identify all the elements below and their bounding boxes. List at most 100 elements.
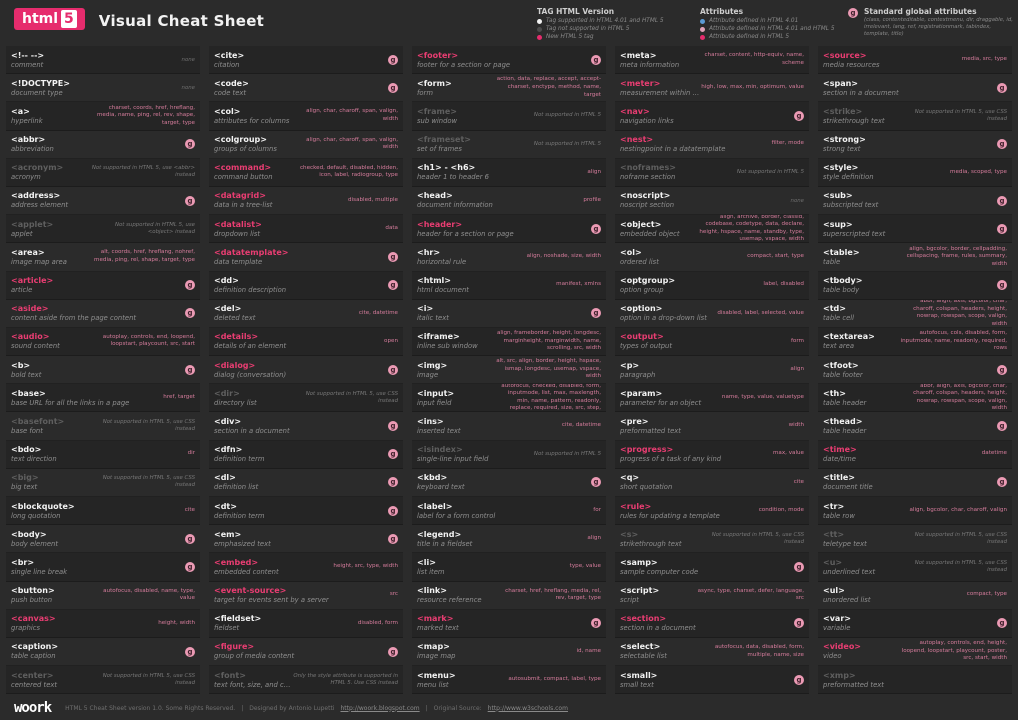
tag-name: <button> — [11, 586, 55, 596]
tag-entry: <section> section in a document g — [615, 609, 809, 638]
tag-name: <!-- --> — [11, 50, 45, 60]
tag-attributes: type, value — [569, 563, 601, 570]
tag-details: autoplay, controls, end, height, loopend… — [900, 640, 1007, 663]
legend-dot-icon — [700, 34, 705, 40]
tag-entry: <select> selectable list autofocus, data… — [615, 638, 809, 667]
tag-attributes: autosubmit, compact, label, type — [508, 675, 601, 682]
tag-name: <em> — [214, 529, 242, 539]
tag-attributes: autofocus, disabled, name, type, value — [103, 587, 195, 602]
tag-details: checked, default, disabled, hidden, icon… — [291, 165, 398, 180]
tag-details: align, char, charoff, span, valign, widt… — [291, 137, 398, 152]
tag-entry: <del> deleted text cite, datetime — [209, 300, 403, 328]
tag-entry: <strong> strong text g — [818, 131, 1012, 159]
tag-attributes: align, bgcolor, border, cellpadding, cel… — [906, 245, 1007, 267]
tag-details: media, src, type — [962, 56, 1007, 64]
tag-attributes: profile — [583, 196, 601, 203]
tag-details: height, src, type, width — [333, 563, 398, 571]
tag-description: navigation links — [620, 116, 674, 125]
tag-attributes: autoplay, controls, end, loopend, loopst… — [102, 333, 195, 348]
tag-details: align, bgcolor, char, charoff, valign — [909, 507, 1007, 515]
tag-entry: <applet> applet Not supported in HTML 5,… — [6, 215, 200, 244]
footer-divider: | — [241, 704, 244, 712]
footer-designer-link[interactable]: http://woork.blogspot.com — [340, 704, 420, 712]
tag-note: Not supported in HTML 5 — [533, 112, 601, 119]
footer-source-link[interactable]: http://www.w3schools.com — [487, 704, 568, 712]
tag-name: <br> — [11, 557, 35, 567]
tag-details: autofocus, cols, disabled, form, inputmo… — [900, 330, 1007, 353]
tag-entry: <code> code text g — [209, 74, 403, 103]
legend-item: New HTML 5 tag — [537, 34, 664, 40]
tag-name: <dl> — [214, 473, 236, 483]
tag-note: Not supported in HTML 5, use <abbr> inst… — [91, 165, 195, 179]
global-attributes-badge-icon: g — [388, 505, 398, 516]
tag-description: teletype text — [823, 539, 867, 548]
global-attributes-badge-icon: g — [997, 280, 1007, 291]
tag-entry: <body> body element g — [6, 525, 200, 554]
global-attributes-badge-icon: g — [794, 674, 804, 685]
tag-attributes: media, src, type — [961, 55, 1007, 62]
tag-name: <sup> — [823, 219, 853, 229]
tag-details: name, type, value, valuetype — [722, 394, 804, 402]
tag-name: <nav> — [620, 106, 650, 116]
tag-name: <time> — [823, 445, 857, 455]
tag-details: autoplay, controls, end, loopend, loopst… — [88, 334, 195, 349]
tag-attributes: open — [384, 337, 398, 344]
tag-name: <small> — [620, 670, 658, 680]
tag-note: Not supported in HTML 5, use CSS instead — [914, 108, 1007, 122]
tag-details: async, type, charset, defer, language, s… — [697, 588, 804, 603]
tag-name: <li> — [417, 557, 436, 567]
tag-details: charset, href, hreflang, media, rel, rev… — [494, 588, 601, 603]
global-attributes-badge-icon: g — [591, 54, 601, 65]
tag-entry: <sup> superscripted text g — [818, 215, 1012, 244]
tag-entry: <menu> menu list autosubmit, compact, la… — [412, 666, 606, 695]
tag-note: Not supported in HTML 5, use CSS instead — [711, 531, 804, 545]
tag-details: g — [388, 533, 398, 544]
tag-details: g — [388, 54, 398, 65]
tag-description: date/time — [823, 455, 856, 464]
tag-details: alt, src, align, border, height, hspace,… — [494, 358, 601, 381]
tag-name: <big> — [11, 473, 39, 483]
tag-name: <audio> — [11, 332, 50, 342]
global-attributes-badge-icon: g — [388, 533, 398, 544]
tag-description: base URL for all the links in a page — [11, 398, 130, 407]
tag-description: data in a tree-list — [214, 201, 273, 210]
tag-details: g — [997, 195, 1007, 206]
tag-description: sound content — [11, 342, 60, 351]
tag-description: preformatted text — [620, 426, 681, 435]
footer-source-label: Original Source: — [433, 704, 482, 712]
tag-description: ordered list — [620, 257, 659, 266]
tag-attributes: alt, src, align, border, height, hspace,… — [496, 358, 601, 380]
tag-description: input field — [417, 398, 452, 407]
tag-attributes: abbr, align, axis, bgcolor, char, charof… — [913, 299, 1007, 327]
tag-name: <datatemplate> — [214, 247, 289, 257]
tag-entry: <span> section in a document g — [818, 74, 1012, 103]
tag-details: g — [591, 223, 601, 234]
tag-description: parameter for an object — [620, 398, 702, 407]
global-attributes-badge-icon: g — [185, 280, 195, 291]
tag-entry: <nest> nestingpoint in a datatemplate fi… — [615, 131, 809, 159]
tag-entry: <i> italic text g — [412, 300, 606, 328]
tag-details: align, frameborder, height, longdesc, ma… — [494, 330, 601, 353]
tag-name: <form> — [417, 78, 452, 88]
global-attributes-badge-icon: g — [185, 533, 195, 544]
tag-details: dir — [188, 450, 195, 458]
tag-entry: <fieldset> fieldset disabled, form — [209, 609, 403, 638]
footer-designed-by: Designed by Antonio Lupetti — [249, 704, 335, 712]
legend-item: Attribute defined in HTML 5 — [700, 34, 835, 40]
tag-name: <address> — [11, 191, 61, 201]
tag-entry: <title> document title g — [818, 469, 1012, 497]
tag-description: measurement within a predefined range — [620, 88, 701, 97]
tag-description: centered text — [11, 680, 58, 689]
column-1: <!-- --> comment none <!DOCTYPE> documen… — [6, 46, 200, 696]
global-attributes-badge-icon: g — [388, 449, 398, 460]
tag-description: acronym — [11, 173, 41, 182]
global-attributes-badge-icon: g — [388, 421, 398, 432]
legend-item-label: Tag not supported in HTML 5 — [546, 26, 630, 32]
tag-details: cite — [185, 507, 195, 515]
tag-name: <rule> — [620, 501, 652, 511]
tag-name: <head> — [417, 191, 453, 201]
tag-entry: <output> types of output form — [615, 327, 809, 357]
tag-name: <div> — [214, 416, 242, 426]
tag-description: underlined text — [823, 567, 876, 576]
tag-details: autofocus, data, disabled, form, multipl… — [697, 644, 804, 659]
